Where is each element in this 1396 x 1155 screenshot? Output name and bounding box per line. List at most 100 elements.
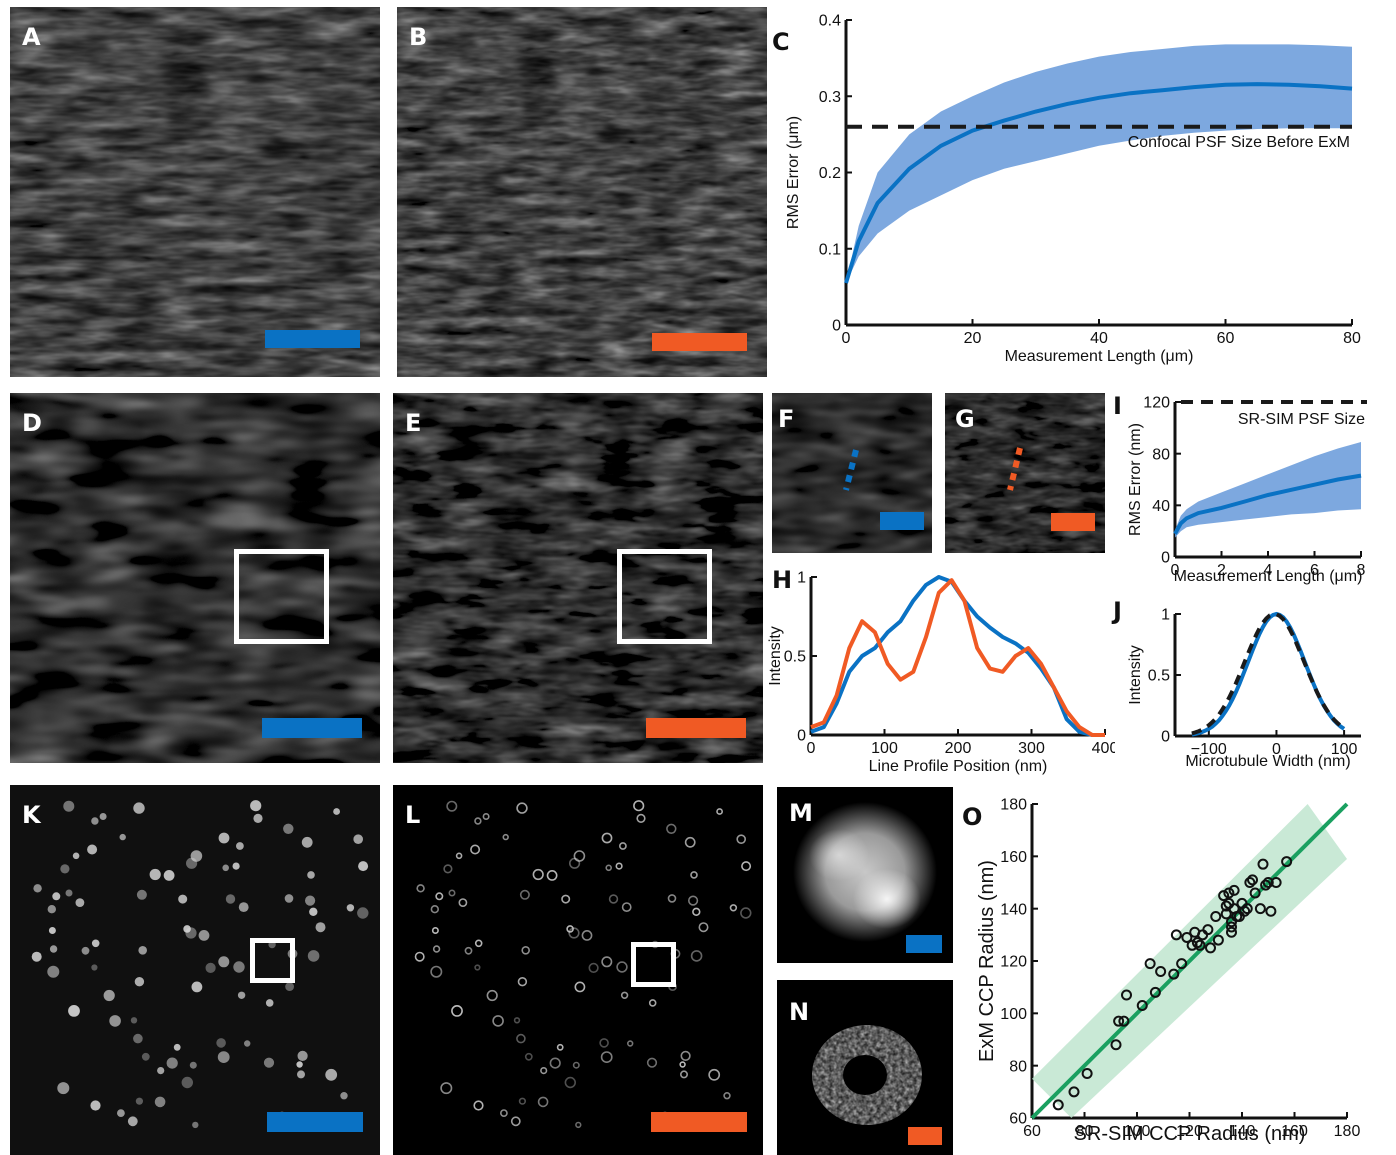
data-point [1121,989,1132,1001]
ccp-spot [448,889,456,897]
ccp-spot [605,864,612,872]
panel-l-image: L [393,785,763,1155]
panel-d-image: D [10,393,380,763]
ccp-spot [458,898,468,907]
panel-label: A [22,23,41,51]
ccp-spot [81,946,90,955]
microtubule-texture [10,7,380,377]
x-tick-label: 0 [1171,562,1180,579]
scale-bar [262,718,362,738]
x-axis-label: Microtubule Width (nm) [1185,753,1350,770]
ccp-spot [516,1033,526,1044]
ccp-spot [189,1061,197,1069]
x-tick-label: 180 [1334,1123,1361,1140]
data-point [1155,965,1167,977]
roi-box [250,938,295,983]
x-axis-label: Measurement Length (μm) [1005,348,1194,365]
x-tick-label: 160 [1281,1123,1308,1140]
x-tick-label: 80 [1343,330,1361,347]
panel-label: B [409,23,428,51]
ccp-spot [684,836,696,848]
ccp-spot [136,889,147,900]
y-axis-label: RMS Error (nm) [1127,423,1144,536]
ccp-spot [307,950,320,962]
x-tick-label: 8 [1357,562,1366,579]
ccp-spot [238,902,249,912]
ccp-spot [217,1051,230,1063]
y-tick-label: 160 [1000,849,1027,866]
ccp-spot [90,1100,101,1111]
ccp-spot [620,991,629,1000]
ccp-spot [680,1050,691,1062]
ccp-spot [57,1082,70,1095]
data-point [1194,939,1206,951]
scale-bar [880,512,924,530]
ccp-spot [149,868,161,881]
ccp-spot [690,871,698,879]
ccp-spot [741,861,752,872]
ccp-spot [474,964,481,971]
x-tick-label: 120 [1176,1123,1203,1140]
data-point [1136,999,1148,1011]
ccp-spot [569,857,581,869]
ccp-spot [599,1038,609,1048]
ccp-spot [568,927,580,939]
ccp-spot [157,1067,165,1075]
data-point [1220,908,1232,920]
ccp-spot [431,927,439,935]
ccp-spot [185,927,197,939]
data-point [1118,1015,1130,1027]
data-point [1186,939,1198,951]
scale-bar [265,330,360,348]
ccp-spot [482,812,490,820]
panel-e-image: E [393,393,763,763]
ccp-spot [474,939,483,948]
ccp-spot [540,1067,548,1075]
y-tick-label: 0 [1161,729,1170,746]
x-axis-label: SR-SIM CCP Radius (nm) [1074,1123,1306,1145]
microtubule-texture [397,7,767,377]
y-tick-label: 0.5 [1148,668,1170,685]
data-point [1176,958,1188,970]
error-band [846,44,1352,284]
ccp-spot [440,1082,453,1095]
ccp-dots [31,800,369,1129]
data-point [1262,877,1274,888]
panel-label: D [22,409,42,437]
panel-label: J [1113,597,1122,625]
ccp-spot [729,904,738,912]
x-tick-label: 0 [1272,741,1281,758]
y-tick-label: 60 [1009,1111,1027,1128]
ccp-spot [556,1043,564,1051]
data-point [1241,903,1253,915]
panel-m-image: M [777,787,953,963]
panel-label: H [772,566,793,594]
ccp-spot [716,808,723,815]
ccp-spot [679,1070,688,1079]
y-tick-label: 1 [1161,607,1170,624]
ccp-spot [621,902,632,912]
ccp-spot [117,1109,125,1117]
ccp-spot [340,1092,348,1100]
ccp-spot [297,1050,308,1061]
ccp-spot [546,870,558,881]
scale-bar [651,1112,747,1132]
ccp-spot [666,823,677,834]
ccp-spot [91,817,99,825]
ccp-spot [430,904,439,914]
data-point [1212,934,1224,946]
chart-c: 0 20 40 60 80 0 0.1 0.2 0.3 0.4 Measurement Length… [785,13,1361,365]
ccp-spot [191,981,203,993]
data-point [1254,903,1266,915]
ccp-spot [736,834,747,845]
panel-label: G [955,405,975,433]
error-band [1175,442,1361,538]
data-point [1149,986,1161,998]
ccp-spot [75,898,85,907]
ccp-spot [519,889,530,900]
ccp-spot [333,808,340,815]
ccp-zoom [777,980,953,1155]
scale-bar [646,718,746,738]
ccp-spot [513,1017,521,1024]
